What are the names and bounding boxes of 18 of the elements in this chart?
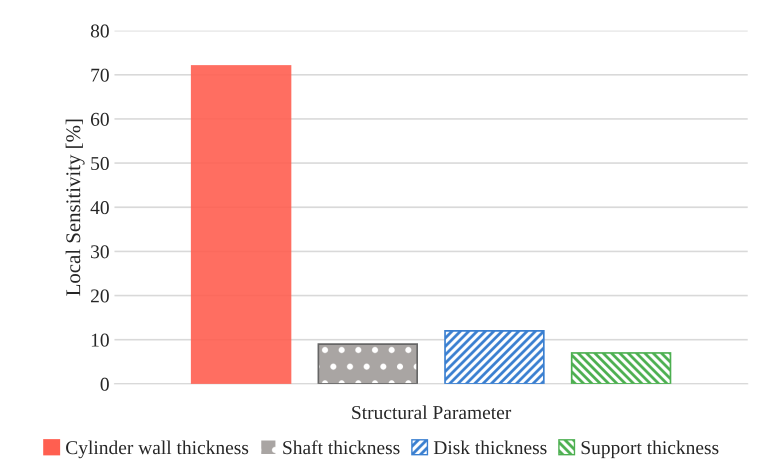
y-tick-label: 30: [91, 245, 109, 258]
y-tick-label: 20: [91, 289, 109, 302]
legend-label: Cylinder wall thickness: [66, 440, 248, 458]
y-axis-title: Local Sensitivity [%]: [66, 120, 85, 296]
y-tick-label: 10: [92, 334, 109, 347]
y-tick-label: 60: [90, 112, 109, 126]
y-tick-label: 40: [90, 201, 109, 214]
bar: [190, 65, 292, 384]
y-tick-label: 70: [91, 68, 109, 82]
x-axis-title: Structural Parameter: [352, 405, 512, 420]
bar: [444, 330, 545, 384]
legend-label: Support thickness: [582, 440, 718, 458]
y-tick-label: 50: [91, 156, 109, 170]
legend-label: Disk thickness: [434, 440, 547, 454]
legend-label: Shaft thickness: [283, 440, 400, 454]
y-tick-label: 0: [100, 378, 109, 391]
y-tick-label: 80: [90, 24, 109, 38]
bar: [570, 352, 672, 384]
